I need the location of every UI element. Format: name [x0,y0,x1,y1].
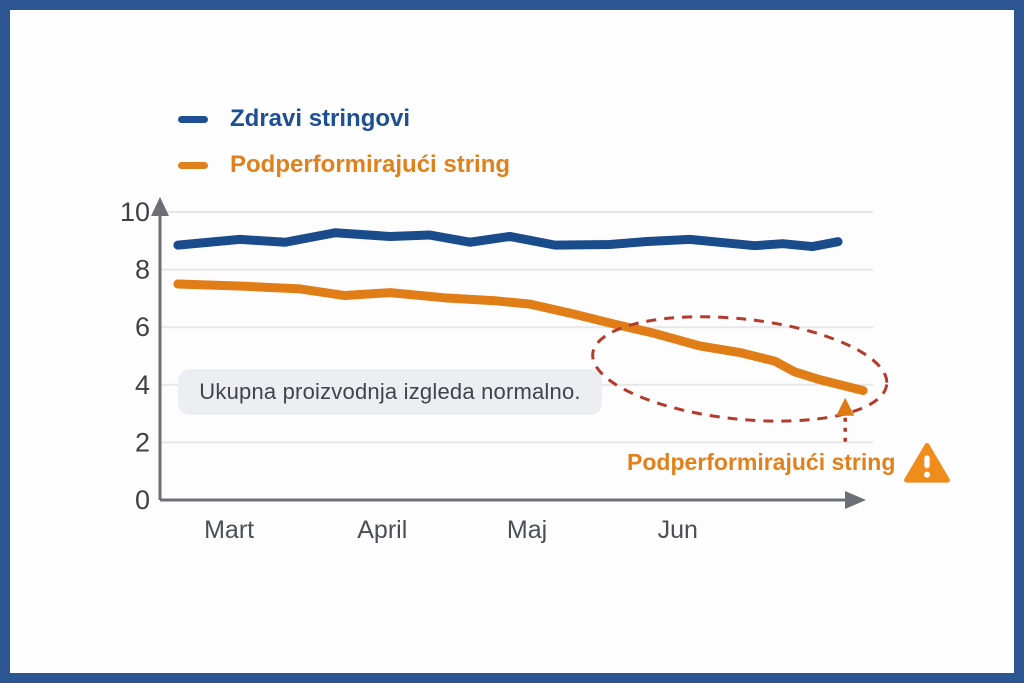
y-tick-4: 4 [135,370,150,400]
legend-label-healthy-strings: Zdravi stringovi [230,105,411,132]
y-tick-8: 8 [135,255,150,285]
y-tick-10: 10 [120,197,150,227]
note-box: Ukupna proizvodnja izgleda normalno. [178,369,602,415]
series-line-underperforming [173,279,868,396]
y-tick-2: 2 [135,427,150,457]
y-tick-6: 6 [135,312,150,342]
y-tick-0: 0 [135,485,150,515]
series-line-healthy [173,228,843,252]
warning-triangle-icon [904,442,951,483]
legend-item-underperforming-string: Podperformirajući string [178,151,510,179]
legend-item-healthy-strings: Zdravi stringovi [178,105,510,133]
legend-swatch-orange-line [178,161,208,169]
x-tick-mart: Mart [204,516,254,544]
legend-swatch-blue-line [178,115,208,123]
chart-legend: Zdravi stringovi Podperformirajući strin… [178,105,510,179]
y-axis-arrow-icon [151,197,169,216]
x-tick-maj: Maj [507,516,547,544]
x-tick-april: April [357,516,407,544]
callout-label: Podperformirajući string [627,449,896,475]
legend-label-underperforming-string: Podperformirajući string [230,151,511,178]
underperforming-callout: Podperformirajući string [627,441,951,484]
x-tick-jun: Jun [658,516,698,544]
callout-arrowhead-icon [836,397,855,416]
highlight-ellipse [591,315,889,423]
x-axis-arrow-icon [845,491,866,509]
